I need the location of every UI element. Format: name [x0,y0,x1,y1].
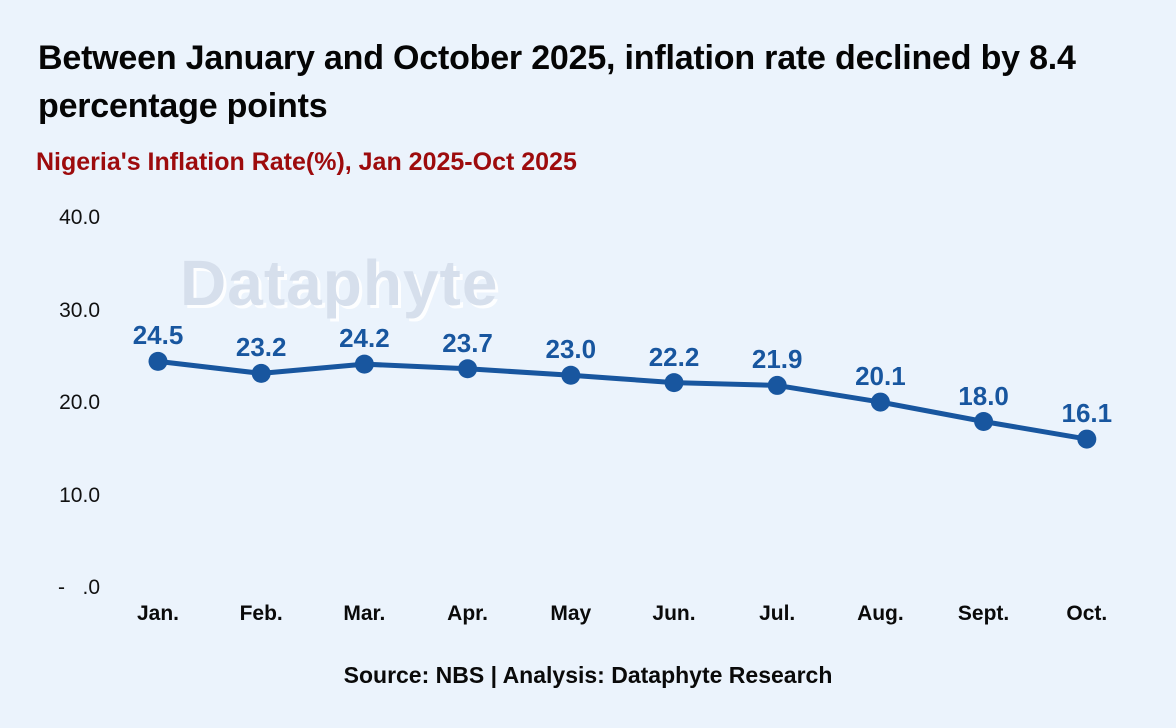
line-marker [354,354,374,374]
x-axis-tick: Jan. [136,602,180,625]
chart-title: Between January and October 2025, inflat… [38,39,1076,125]
y-axis-tick: 30.0 [59,298,100,322]
line-marker [251,363,271,383]
line-marker [458,359,478,379]
data-label: 16.1 [1061,398,1113,429]
y-axis-tick: 20.0 [59,391,100,414]
dataphyte-watermark: Dataphyte [180,247,499,319]
data-label: 22.2 [648,341,700,372]
line-marker [974,412,994,431]
y-axis-tick: 40.0 [59,206,100,229]
data-label: 21.9 [751,344,803,375]
line-marker [870,392,890,412]
line-marker [561,365,581,385]
x-axis-tick: Jul. [759,602,796,625]
line-marker [148,351,168,371]
line-marker [767,375,787,395]
y-axis-tick: - .0 [57,576,100,599]
x-axis-tick: Oct. [1066,602,1108,625]
data-label: 23.7 [442,327,493,358]
data-label: 18.0 [958,380,1009,411]
source-note: Source: NBS | Analysis: Dataphyte Resear… [343,662,833,688]
data-label: 20.1 [855,361,906,392]
x-axis-tick: Jun. [652,602,696,625]
x-axis-tick: Feb. [239,602,283,625]
line-marker [1077,429,1097,449]
x-axis-tick: Apr. [447,602,489,625]
data-label: 24.5 [132,320,184,351]
y-axis-tick: 10.0 [59,483,100,507]
data-label: 23.0 [545,334,597,365]
data-label: 23.2 [235,332,287,363]
line-marker [664,373,684,393]
x-axis-tick: Sept. [957,602,1010,625]
x-axis-tick: May [550,602,592,625]
x-axis-tick: Mar. [343,602,386,625]
data-label: 24.2 [339,323,390,354]
chart-subtitle: Nigeria's Inflation Rate(%), Jan 2025-Oc… [36,148,577,176]
trend-line [155,358,1090,442]
x-axis-tick: Aug. [857,602,904,625]
